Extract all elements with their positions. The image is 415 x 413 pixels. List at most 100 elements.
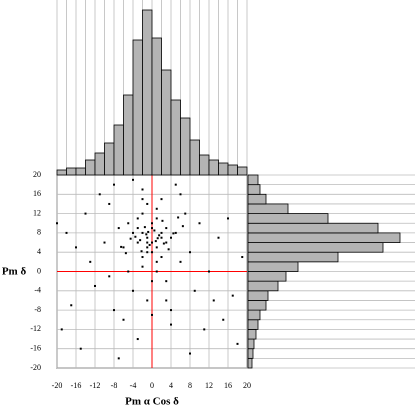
point [124,252,127,255]
point [160,256,163,259]
point [155,217,158,220]
point [146,246,149,249]
x-tick-label: -16 [71,381,82,390]
point [203,328,206,331]
x-axis-label: Pm α Cos δ [125,396,179,408]
histogram-bar [247,261,299,272]
histogram-bar [142,9,153,176]
x-tick-label: 0 [150,381,154,390]
point [212,299,215,302]
point [141,188,144,191]
x-tick-label: -4 [130,381,137,390]
x-tick-label: 8 [188,381,192,390]
histogram-bar [66,167,77,176]
histogram-bar [151,37,162,176]
histogram-bar [132,39,143,176]
histogram-bar [247,203,289,214]
point [198,222,201,225]
point [70,304,73,307]
point [141,256,144,259]
y-tick-label: -20 [30,363,41,372]
histogram-bar [123,94,134,176]
histogram-bar [189,139,200,176]
y-tick-label: -16 [30,344,41,353]
histogram-bar [247,319,259,330]
point [189,352,191,355]
point [132,289,134,292]
y-tick-label: 12 [33,208,41,217]
histogram-bar [247,338,255,350]
x-tick-label: -20 [52,381,63,390]
histogram-bar [56,169,67,176]
point [75,246,77,249]
point [174,183,177,186]
point [155,260,158,263]
point [113,309,115,312]
point [151,227,153,230]
point [147,230,150,233]
point [141,198,144,201]
point [151,222,153,225]
y-tick-label: -8 [34,305,41,314]
histogram-bar [247,213,329,224]
point [179,260,182,263]
point [60,328,63,331]
point [177,216,180,219]
point [222,318,225,321]
y-axis-label: Pm δ [2,266,27,278]
point [127,270,130,273]
histogram-bar [180,117,191,176]
point [231,294,234,297]
histogram-bar [85,159,96,176]
histogram-bar [247,222,379,234]
point [122,246,125,249]
histogram-bar [247,290,269,301]
point [165,241,168,244]
point [140,250,143,253]
point [117,227,120,230]
point [132,231,134,234]
point [129,237,132,240]
histogram-bar [247,271,287,282]
histogram-bar [247,328,257,340]
histogram-bar [247,300,267,311]
y-tick-label: 8 [37,228,41,237]
histogram-bar [104,142,115,176]
point [98,193,101,196]
histogram-bar [247,357,253,369]
x-tick-label: -12 [90,381,101,390]
point [170,236,172,239]
point [161,219,164,222]
point [179,193,182,196]
x-tick-label: 20 [243,381,251,390]
point [154,240,157,243]
point [141,212,144,215]
point [113,183,115,186]
point [84,212,87,215]
point [160,231,163,234]
point [146,299,149,302]
point [172,232,175,235]
histogram-bar [247,242,384,253]
histogram-bar [161,69,172,176]
point [151,251,153,254]
histogram-bar [237,166,248,176]
point [89,260,92,263]
point [193,289,196,292]
point [141,265,144,268]
point [174,231,177,234]
y-tick-label: 20 [33,170,41,179]
point [160,236,163,239]
point [146,202,149,205]
point [236,342,239,345]
histogram-bar [247,232,401,243]
point [143,226,146,229]
point [65,231,68,234]
point [162,242,165,245]
point [165,227,168,230]
point [170,309,172,312]
point [155,270,158,273]
y-tick-label: 16 [33,189,41,198]
point [136,227,139,230]
point [151,313,153,316]
